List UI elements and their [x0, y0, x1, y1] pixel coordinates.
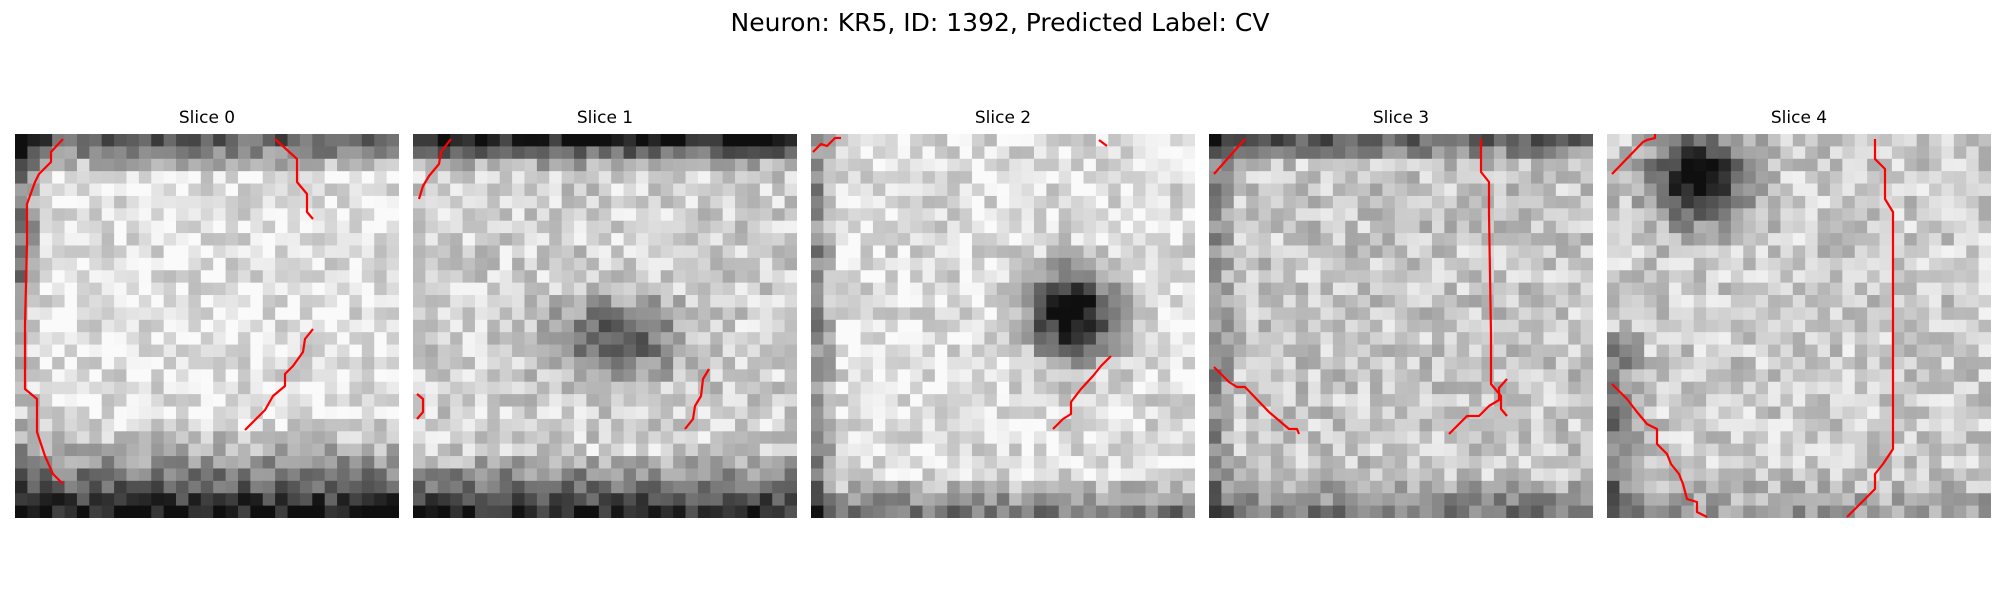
slice-panel-2: Slice 2 [811, 108, 1195, 518]
slice-image [413, 134, 797, 518]
pixel-grid [413, 134, 797, 518]
slice-panel-3: Slice 3 [1209, 108, 1593, 518]
pixel-grid [15, 134, 399, 518]
contour-line [416, 393, 425, 420]
contour-line [417, 138, 452, 200]
figure-title: Neuron: KR5, ID: 1392, Predicted Label: … [730, 8, 1270, 37]
contour-line [274, 138, 314, 220]
contour-line [1213, 138, 1246, 175]
contour-line [1098, 139, 1108, 147]
contour-line [1213, 366, 1301, 435]
pixel-grid [1209, 134, 1593, 518]
contour-line [1611, 383, 1708, 518]
contour-line [684, 368, 710, 430]
contour-line [1052, 355, 1112, 430]
contour-line [1846, 139, 1895, 518]
slice-title: Slice 1 [576, 108, 634, 128]
pixel-grid [811, 134, 1195, 518]
slice-image [15, 134, 399, 518]
slice-panel-1: Slice 1 [413, 108, 797, 518]
pixel-grid [1607, 134, 1991, 518]
slice-image [1209, 134, 1593, 518]
slice-title: Slice 4 [1770, 108, 1828, 128]
contour-line [23, 138, 64, 485]
slice-title: Slice 2 [974, 108, 1032, 128]
slice-image [1607, 134, 1991, 518]
contour-line [1479, 139, 1508, 417]
slice-title: Slice 3 [1372, 108, 1430, 128]
slice-title: Slice 0 [178, 108, 236, 128]
contour-line [812, 136, 841, 153]
slice-panel-4: Slice 4 [1607, 108, 1991, 518]
contour-line [1448, 378, 1508, 435]
slice-panel-0: Slice 0 [15, 108, 399, 518]
slice-image [811, 134, 1195, 518]
contour-line [1611, 134, 1657, 175]
contour-line [244, 328, 314, 431]
